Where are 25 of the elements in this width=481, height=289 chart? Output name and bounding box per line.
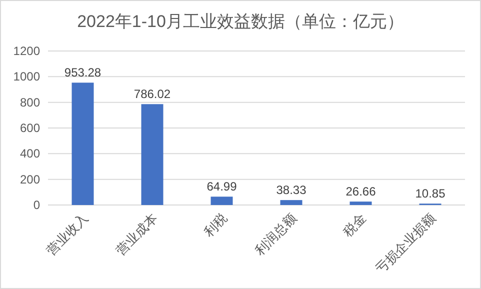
x-tick-label: 营业收入 <box>43 210 91 258</box>
chart-title: 2022年1-10月工业效益数据（单位：亿元） <box>77 12 404 31</box>
bar <box>210 196 233 205</box>
y-tick-label: 800 <box>20 95 40 110</box>
data-label: 38.33 <box>276 183 307 198</box>
y-tick-label: 400 <box>20 146 40 161</box>
x-tick-label: 税金 <box>340 210 369 240</box>
y-tick-label: 600 <box>20 121 40 135</box>
bar <box>141 104 164 205</box>
data-label: 786.02 <box>134 87 171 102</box>
y-tick-label: 200 <box>20 172 40 186</box>
x-tick-label: 亏损企业损额 <box>372 210 438 276</box>
data-label: 10.85 <box>415 186 446 201</box>
x-tick-label: 利税 <box>200 210 230 240</box>
data-label: 64.99 <box>206 180 238 194</box>
x-tick-label: 营业成本 <box>112 210 160 258</box>
data-label: 953.28 <box>64 66 102 80</box>
bar <box>350 202 372 205</box>
data-label: 26.66 <box>346 184 376 199</box>
bar <box>280 200 302 205</box>
y-tick-label: 0 <box>33 198 40 212</box>
x-tick-label: 利润总额 <box>252 210 300 258</box>
bar <box>72 82 94 205</box>
y-tick-label: 1200 <box>13 44 40 58</box>
y-tick-label: 1000 <box>13 70 40 84</box>
